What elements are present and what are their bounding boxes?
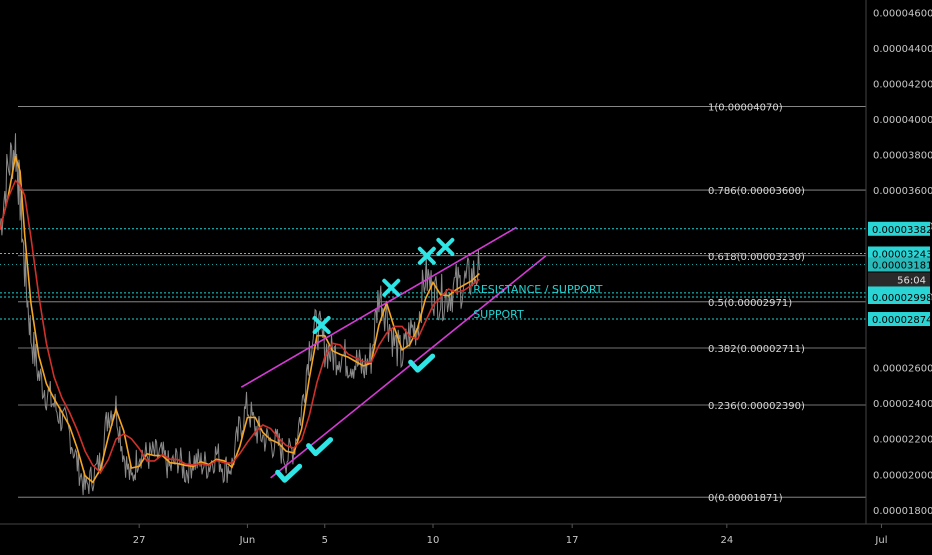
y-tick-label: 0.00002600 (873, 364, 932, 375)
check-mark-icon (306, 437, 334, 457)
y-tick-label: 0.00002000 (873, 470, 932, 481)
x-tick-label: 5 (322, 535, 328, 546)
axes (0, 0, 932, 525)
chart-marks (275, 237, 455, 483)
y-tick-label: 0.00004000 (873, 115, 932, 126)
x-tick-label: 24 (720, 535, 733, 546)
x-tick-label: Jul (874, 535, 887, 546)
fib-level-label: 0.382(0.00002711) (708, 344, 805, 355)
x-axis-labels: 27 Jun 5 10 17 24 Jul (133, 524, 888, 546)
price-line (0, 133, 480, 496)
level-price-tag: 0.00002874 (872, 315, 932, 326)
moving-averages (0, 156, 480, 484)
annotations: RESISTANCE / SUPPORT SUPPORT (473, 283, 603, 321)
level-price-tag: 0.00003243 (872, 249, 932, 260)
countdown-timer: 56:04 (897, 275, 926, 286)
y-tick-label: 0.00004400 (873, 44, 932, 55)
fib-level-label: 0(0.00001871) (708, 493, 783, 504)
x-tick-label: Jun (239, 535, 256, 546)
fast-ma-line (0, 156, 480, 484)
level-price-tag-bg (868, 246, 930, 261)
x-tick-label: 17 (566, 535, 579, 546)
price-series (0, 133, 480, 496)
check-mark-icon (275, 463, 303, 483)
last-price-tag: 0.00003181 (872, 260, 932, 271)
trend-channel (240, 226, 547, 479)
channel-lower-line[interactable] (270, 255, 547, 479)
x-tick-label: 27 (133, 535, 146, 546)
fib-level-label: 1(0.00004070) (708, 103, 783, 114)
level-price-tag-bg (868, 221, 930, 236)
x-mark-icon (312, 316, 331, 335)
fib-level-label: 0.786(0.00003600) (708, 186, 805, 197)
level-price-tag: 0.00002998 (872, 293, 932, 304)
slow-ma-line (0, 179, 480, 474)
last-price-tag-bg (868, 257, 930, 272)
y-tick-label: 0.00002200 (873, 435, 932, 446)
level-price-tag: 0.00003382 (872, 225, 932, 236)
x-mark-icon (436, 237, 455, 256)
x-tick-label: 10 (427, 535, 440, 546)
annotation-text[interactable]: RESISTANCE / SUPPORT (473, 283, 603, 296)
fib-level-label: 0.5(0.00002971) (708, 298, 792, 309)
channel-upper-line[interactable] (240, 226, 517, 388)
level-price-tag-bg (868, 289, 930, 304)
countdown-tag-bg (868, 272, 930, 287)
annotation-text[interactable]: SUPPORT (473, 308, 524, 321)
y-tick-label: 0.00003600 (873, 186, 932, 197)
y-tick-label: 0.00004600 (873, 8, 932, 19)
x-mark-icon (382, 278, 401, 297)
x-mark-icon (417, 246, 436, 265)
y-tick-label: 0.00002400 (873, 399, 932, 410)
fib-level-label: 0.618(0.00003230) (708, 252, 805, 263)
y-tick-label: 0.00003800 (873, 151, 932, 162)
price-tags: 0.000033820.000032430.000030210.00002998… (868, 221, 932, 327)
horizontal-levels (0, 228, 866, 320)
y-tick-label: 0.00001800 (873, 506, 932, 517)
fib-level-label: 0.236(0.00002390) (708, 401, 805, 412)
level-price-tag-bg (868, 312, 930, 327)
y-tick-label: 0.00004200 (873, 79, 932, 90)
fibonacci-levels: 1(0.00004070) 0.786(0.00003600) 0.618(0.00… (18, 103, 866, 504)
check-mark-icon (408, 353, 436, 373)
